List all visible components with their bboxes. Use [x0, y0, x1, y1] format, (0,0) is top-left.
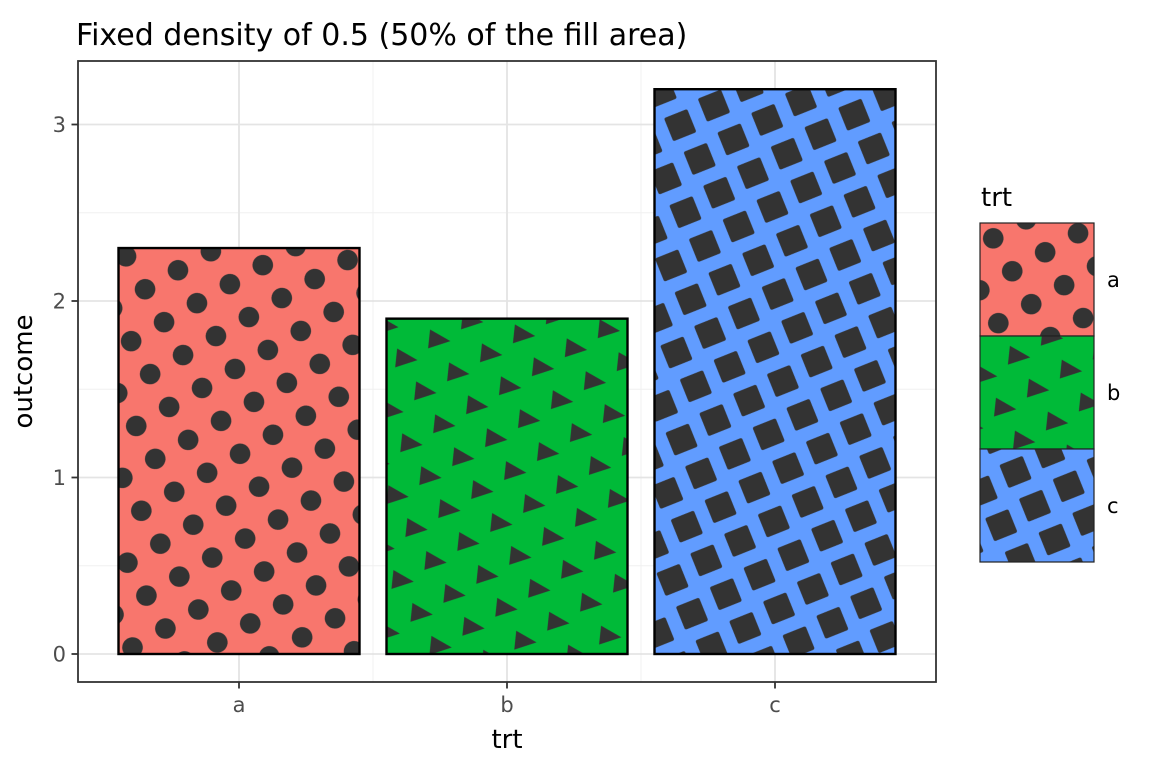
x-tick-label-a: a: [233, 693, 246, 717]
y-axis-title: outcome: [9, 314, 39, 428]
legend-label-a: a: [1107, 268, 1120, 292]
bars: [117, 87, 897, 656]
legend-key-a: [979, 222, 1095, 337]
y-axis-ticks: [71, 123, 78, 655]
legend-key-b: [979, 335, 1095, 450]
bar-c: [653, 87, 897, 656]
bar-a: [117, 246, 361, 656]
plot-title: Fixed density of 0.5 (50% of the fill ar…: [76, 18, 687, 53]
legend: trt a b c: [979, 183, 1120, 563]
legend-key-c: [979, 448, 1095, 563]
x-axis-title: trt: [491, 725, 522, 755]
legend-title: trt: [981, 183, 1012, 213]
legend-label-b: b: [1107, 381, 1120, 405]
legend-label-c: c: [1107, 494, 1119, 518]
x-tick-label-c: c: [769, 693, 781, 717]
y-tick-label-0: 0: [53, 643, 66, 667]
y-tick-label-2: 2: [53, 290, 66, 314]
y-tick-label-1: 1: [53, 466, 66, 490]
x-tick-label-b: b: [500, 693, 513, 717]
x-axis-ticks: [238, 682, 776, 689]
bar-b: [385, 317, 629, 656]
y-tick-label-3: 3: [53, 113, 66, 137]
